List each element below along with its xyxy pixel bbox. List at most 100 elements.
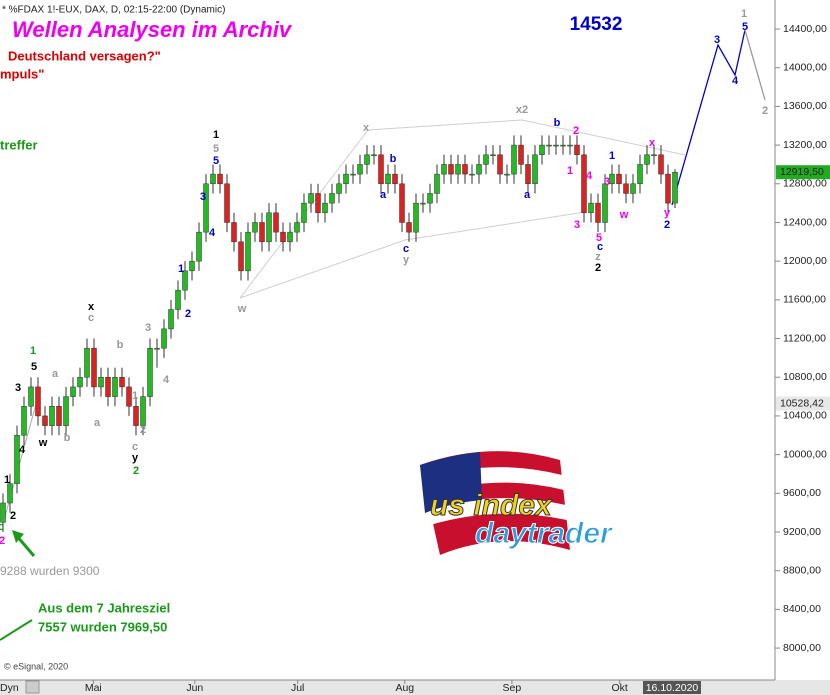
candle-body bbox=[665, 173, 671, 204]
candle-body bbox=[651, 154, 657, 157]
y-tick-label: 13600,00 bbox=[783, 100, 827, 112]
candle-body bbox=[70, 386, 76, 397]
wave-label: 5 bbox=[213, 143, 219, 155]
x-tick-label: Mai bbox=[85, 682, 102, 694]
wave-label: 5 bbox=[213, 155, 219, 167]
candle-body bbox=[406, 222, 412, 233]
candle-body bbox=[119, 376, 125, 388]
candle-body bbox=[497, 154, 503, 175]
candle-body bbox=[98, 376, 104, 388]
note: Deutschland versagen?" bbox=[8, 48, 161, 63]
wave-label: 3 bbox=[574, 219, 580, 231]
wave-label: 1 bbox=[741, 8, 747, 20]
date-box bbox=[643, 681, 701, 694]
candle-body bbox=[567, 144, 573, 147]
wave-label: y bbox=[132, 452, 139, 464]
candle-body bbox=[399, 183, 405, 223]
wave-label: x bbox=[88, 301, 95, 313]
candle-body bbox=[168, 309, 174, 330]
note: 7557 wurden 7969,50 bbox=[38, 619, 167, 634]
candle-body bbox=[392, 173, 398, 185]
x-axis-band bbox=[0, 680, 830, 695]
note: 9288 wurden 9300 bbox=[0, 564, 100, 578]
y-tick-label: 9200,00 bbox=[783, 526, 821, 538]
candle-body bbox=[84, 347, 90, 378]
note: treffer bbox=[0, 137, 38, 152]
candle-body bbox=[455, 164, 461, 175]
candle-body bbox=[616, 173, 622, 185]
wave-label: 5 bbox=[742, 21, 748, 33]
candle-body bbox=[77, 376, 83, 388]
wave-label: w bbox=[38, 437, 48, 449]
candle-body bbox=[448, 164, 454, 175]
x-tick-label: Sep bbox=[503, 682, 522, 694]
candle-body bbox=[441, 164, 447, 175]
candle-body bbox=[322, 202, 328, 214]
wave-label: 2 bbox=[573, 125, 579, 137]
wave-label: y bbox=[403, 254, 410, 266]
wave-label: 2 bbox=[133, 465, 139, 477]
price-label-box bbox=[776, 165, 830, 180]
wave-label: 2 bbox=[762, 105, 768, 117]
candle-body bbox=[245, 231, 251, 272]
candle-body bbox=[175, 289, 181, 310]
candle-body bbox=[336, 183, 342, 194]
wave-label: w bbox=[619, 209, 629, 221]
y-tick-label: 8800,00 bbox=[783, 564, 821, 576]
header: * %FDAX 1!-EUX, DAX, D, 02:15-22:00 (Dyn… bbox=[2, 5, 225, 16]
note: Aus dem 7 Jahresziel bbox=[38, 600, 170, 615]
wave-label: 5 bbox=[31, 361, 37, 373]
candle-body bbox=[154, 347, 160, 350]
candle-body bbox=[63, 396, 69, 426]
candle-body bbox=[238, 241, 244, 272]
wave-label: a bbox=[380, 189, 387, 201]
wave-label: c bbox=[88, 312, 94, 324]
wave-label: 3 bbox=[145, 322, 151, 334]
candle-body bbox=[378, 154, 384, 185]
candle-body bbox=[427, 193, 433, 204]
wave-label: c bbox=[0, 521, 4, 533]
x-tick-label: Aug bbox=[395, 682, 414, 694]
candle-body bbox=[308, 193, 314, 204]
candles bbox=[0, 135, 678, 533]
channel-line bbox=[239, 211, 586, 299]
note: mpuls" bbox=[0, 66, 44, 81]
candle-body bbox=[539, 144, 545, 156]
wave-label: a bbox=[94, 417, 101, 429]
wave-label: 4 bbox=[209, 227, 216, 239]
candle-body bbox=[483, 154, 489, 165]
candle-body bbox=[0, 502, 6, 523]
scroll-button[interactable] bbox=[25, 680, 40, 694]
candle-body bbox=[581, 154, 587, 214]
candle-body bbox=[112, 376, 118, 397]
candle-body bbox=[329, 193, 335, 204]
y-tick-label: 9600,00 bbox=[783, 487, 821, 499]
wave-label: 2 bbox=[140, 424, 146, 436]
candle-body bbox=[504, 173, 510, 176]
wave-label: 2 bbox=[595, 262, 601, 274]
x-tick-label: Okt bbox=[612, 682, 628, 694]
candle-body bbox=[147, 347, 153, 397]
candle-body bbox=[161, 328, 167, 349]
candle-body bbox=[350, 173, 356, 176]
candle-body bbox=[644, 154, 650, 165]
y-tick-label: 13200,00 bbox=[783, 139, 827, 151]
wave-label: 3 bbox=[15, 382, 21, 394]
candle-body bbox=[609, 173, 615, 185]
wave-label: b bbox=[64, 432, 71, 444]
candle-body bbox=[511, 144, 517, 175]
candle-body bbox=[420, 202, 426, 205]
candle-body bbox=[462, 164, 468, 175]
wave-label: 1 bbox=[132, 390, 138, 402]
candle-body bbox=[371, 154, 377, 157]
candle-body bbox=[602, 183, 608, 223]
candle-body bbox=[623, 183, 629, 194]
candle-body bbox=[7, 483, 13, 504]
wave-label: 4 bbox=[586, 170, 593, 182]
candle-body bbox=[217, 173, 223, 185]
y-tick-label: 14000,00 bbox=[783, 61, 827, 73]
wave-label: 3 bbox=[604, 176, 610, 188]
wave-label: 4 bbox=[19, 444, 26, 456]
wave-label: c bbox=[597, 241, 603, 253]
candle-body bbox=[287, 231, 293, 243]
